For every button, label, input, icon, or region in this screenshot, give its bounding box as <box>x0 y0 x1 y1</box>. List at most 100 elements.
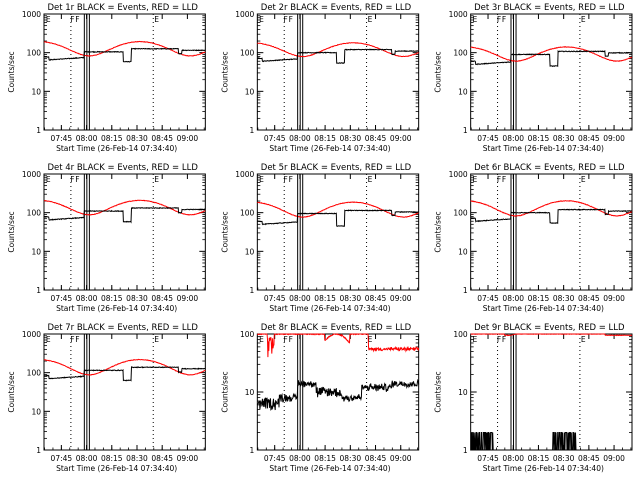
region-marker-f: F <box>497 175 501 184</box>
series-events-line <box>257 209 420 227</box>
y-tick-label: 100 <box>240 330 255 339</box>
plot-frame <box>256 13 420 131</box>
y-tick-label: 100 <box>27 369 42 378</box>
x-tick-label: 09:00 <box>390 134 412 143</box>
y-tick-label: 10 <box>31 247 41 256</box>
y-tick-label: 100 <box>240 49 255 58</box>
region-marker-e: E <box>581 175 586 184</box>
series-events-line <box>470 208 633 225</box>
region-marker-f: F <box>497 335 501 344</box>
y-tick-label: 1 <box>463 126 468 135</box>
region-marker-e: E <box>368 335 373 344</box>
x-tick-label: 08:30 <box>126 454 148 463</box>
chart-panel-2: Det 2r BLACK = Events, RED = LLD 1 10 100 10… <box>220 3 420 153</box>
x-tick-label: 08:45 <box>365 134 387 143</box>
y-tick-label: 1000 <box>235 10 254 19</box>
y-tick-label: 10 <box>458 87 468 96</box>
x-tick-label: 08:00 <box>289 454 311 463</box>
plot-frame <box>43 13 206 131</box>
chart-panel-9: Det 9r BLACK = Events, RED = LLD 1 10 100 07… <box>434 323 633 473</box>
y-tick-label: 10 <box>458 388 468 397</box>
y-tick-label: 1000 <box>449 10 468 19</box>
y-tick-label: 100 <box>453 330 468 339</box>
x-tick-label: 07:45 <box>264 454 286 463</box>
series-events-line <box>43 366 206 382</box>
x-tick-label: 08:00 <box>76 294 98 303</box>
x-tick-label: 08:00 <box>76 454 98 463</box>
x-tick-label: 08:45 <box>365 454 387 463</box>
x-tick-label: 08:45 <box>578 294 600 303</box>
y-axis-label: Counts/sec <box>220 211 229 252</box>
x-tick-label: 08:30 <box>553 134 575 143</box>
x-tick-label: 08:00 <box>502 454 524 463</box>
y-tick-label: 1000 <box>449 170 468 179</box>
chart-title: Det 5r BLACK = Events, RED = LLD <box>261 163 412 173</box>
x-tick-label: 07:45 <box>264 294 286 303</box>
chart-title: Det 8r BLACK = Events, RED = LLD <box>261 323 412 333</box>
series-lld-line <box>257 333 420 358</box>
chart-panel-3: Det 3r BLACK = Events, RED = LLD 1 10 100 10… <box>434 3 633 153</box>
y-tick-label: 1 <box>463 286 468 295</box>
chart-panel-5: Det 5r BLACK = Events, RED = LLD 1 10 100 10… <box>220 163 420 313</box>
x-tick-label: 08:45 <box>151 454 173 463</box>
x-axis-label: Start Time (26-Feb-14 07:34:40) <box>269 304 390 313</box>
series-events-line <box>43 47 206 63</box>
region-marker-f: F <box>284 335 288 344</box>
y-tick-label: 1 <box>36 126 41 135</box>
chart-title: Det 4r BLACK = Events, RED = LLD <box>47 163 198 173</box>
x-tick-label: 09:00 <box>390 454 412 463</box>
chart-title: Det 3r BLACK = Events, RED = LLD <box>474 3 625 13</box>
region-marker-f: F <box>75 335 79 344</box>
region-marker-e: E <box>259 175 264 184</box>
x-tick-label: 08:15 <box>101 454 123 463</box>
y-tick-label: 1 <box>250 126 255 135</box>
series-events-line <box>256 378 420 411</box>
y-tick-label: 1 <box>250 286 255 295</box>
y-tick-label: 10 <box>245 247 255 256</box>
region-marker-e: E <box>154 15 159 24</box>
y-axis-label: Counts/sec <box>434 51 443 92</box>
region-marker-f: F <box>70 15 74 24</box>
region-marker-e: E <box>581 335 586 344</box>
series-lld-line <box>470 333 633 337</box>
region-marker-e: E <box>368 15 373 24</box>
plot-frame <box>470 173 633 291</box>
x-axis-label: Start Time (26-Feb-14 07:34:40) <box>269 144 390 153</box>
region-marker-f: F <box>70 175 74 184</box>
x-tick-label: 09:00 <box>177 134 199 143</box>
region-marker-e: E <box>46 175 51 184</box>
x-tick-label: 08:30 <box>126 294 148 303</box>
x-tick-label: 09:00 <box>177 294 199 303</box>
chart-title: Det 9r BLACK = Events, RED = LLD <box>474 323 625 333</box>
region-marker-f: F <box>289 15 293 24</box>
x-tick-label: 09:00 <box>177 454 199 463</box>
x-axis-label: Start Time (26-Feb-14 07:34:40) <box>483 304 604 313</box>
x-tick-label: 09:00 <box>603 294 625 303</box>
region-marker-e: E <box>154 175 159 184</box>
x-axis-label: Start Time (26-Feb-14 07:34:40) <box>56 144 177 153</box>
chart-panel-4: Det 4r BLACK = Events, RED = LLD 1 10 100 10… <box>7 163 206 313</box>
x-tick-label: 07:45 <box>51 134 73 143</box>
y-tick-label: 10 <box>31 87 41 96</box>
x-tick-label: 08:45 <box>578 134 600 143</box>
plot-frame <box>43 333 206 451</box>
x-tick-label: 07:45 <box>477 454 499 463</box>
plot-frame <box>256 333 420 451</box>
region-marker-f: F <box>289 335 293 344</box>
region-marker-e: E <box>259 15 264 24</box>
plot-frame <box>470 13 633 131</box>
x-axis-label: Start Time (26-Feb-14 07:34:40) <box>56 304 177 313</box>
x-axis-label: Start Time (26-Feb-14 07:34:40) <box>56 464 177 473</box>
y-axis-label: Counts/sec <box>7 371 16 412</box>
x-tick-label: 08:15 <box>101 134 123 143</box>
x-tick-label: 08:45 <box>365 294 387 303</box>
y-tick-label: 1 <box>463 446 468 455</box>
x-tick-label: 08:30 <box>126 134 148 143</box>
x-tick-label: 08:15 <box>314 134 336 143</box>
y-tick-label: 1000 <box>22 170 41 179</box>
x-tick-label: 08:30 <box>553 454 575 463</box>
x-tick-label: 08:15 <box>528 294 550 303</box>
region-marker-f: F <box>75 15 79 24</box>
x-tick-label: 08:15 <box>314 454 336 463</box>
